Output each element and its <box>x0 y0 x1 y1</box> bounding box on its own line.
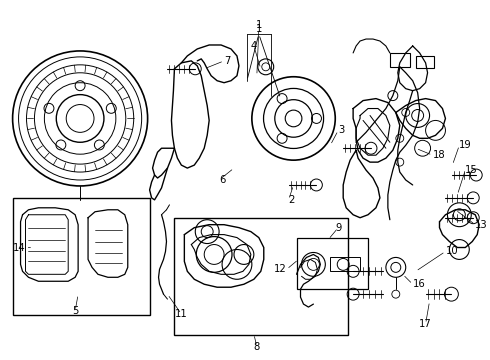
Text: 19: 19 <box>459 140 472 150</box>
Bar <box>416 56 434 68</box>
Text: 15: 15 <box>466 165 478 175</box>
Bar <box>13 198 149 315</box>
Bar <box>296 238 368 289</box>
Bar <box>330 257 360 271</box>
Bar <box>174 218 348 335</box>
Text: 2: 2 <box>289 195 295 205</box>
Bar <box>390 53 410 67</box>
Text: 5: 5 <box>72 306 78 316</box>
Text: 14: 14 <box>13 243 25 252</box>
Text: 12: 12 <box>274 264 287 274</box>
Text: 1: 1 <box>256 24 262 34</box>
Text: 17: 17 <box>419 319 432 329</box>
Text: 9: 9 <box>335 222 342 233</box>
Text: 1: 1 <box>256 20 262 30</box>
Text: 3: 3 <box>338 125 344 135</box>
Text: 7: 7 <box>224 56 230 66</box>
Text: 11: 11 <box>175 309 188 319</box>
Text: 4: 4 <box>251 41 257 51</box>
Text: 8: 8 <box>254 342 260 352</box>
Text: 10: 10 <box>445 247 458 256</box>
Text: 18: 18 <box>433 150 445 160</box>
Text: 16: 16 <box>413 279 425 289</box>
Text: 13: 13 <box>475 220 488 230</box>
Text: 6: 6 <box>219 175 225 185</box>
